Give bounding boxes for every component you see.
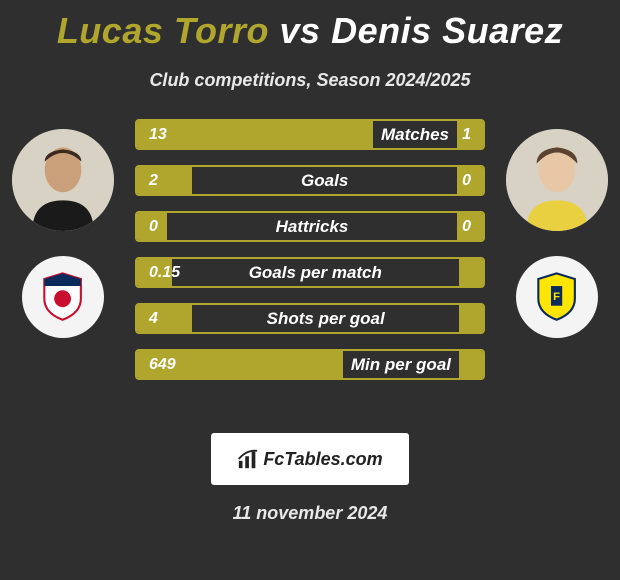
footer-date: 11 november 2024 xyxy=(0,503,620,524)
stat-label: Shots per goal xyxy=(192,305,459,332)
left-player-column xyxy=(8,129,118,338)
stat-left-value: 2 xyxy=(149,172,158,190)
player1-avatar xyxy=(12,129,114,231)
stat-right-fill xyxy=(459,305,483,332)
comparison-area: F 13Matches12Goals00Hattricks00.15Goals … xyxy=(0,131,620,411)
stat-left-value: 0 xyxy=(149,218,158,236)
player2-name: Denis Suarez xyxy=(331,10,563,51)
stat-label: Goals per match xyxy=(172,259,459,286)
page-title: Lucas Torro vs Denis Suarez xyxy=(0,0,620,52)
subtitle: Club competitions, Season 2024/2025 xyxy=(0,70,620,91)
player2-avatar xyxy=(506,129,608,231)
person-icon xyxy=(12,129,114,231)
person-icon xyxy=(506,129,608,231)
stat-right-value: 1 xyxy=(462,126,471,144)
stat-label: Goals xyxy=(192,167,457,194)
comparison-infographic: Lucas Torro vs Denis Suarez Club competi… xyxy=(0,0,620,524)
stat-label: Hattricks xyxy=(167,213,457,240)
stat-label: Min per goal xyxy=(343,351,459,378)
svg-text:F: F xyxy=(554,292,561,304)
stats-list: 13 Matches 1 2 Goals 0 0 Hattricks 0 0.15Goals pe… xyxy=(135,119,485,380)
right-player-column: F xyxy=(502,129,612,338)
stat-left-value: 13 xyxy=(149,126,167,144)
stat-right-fill: 0 xyxy=(457,213,483,240)
shield-icon: F xyxy=(532,272,581,321)
stat-label: Matches xyxy=(373,121,457,148)
stat-left-fill: 13 xyxy=(137,121,373,148)
stat-left-fill: 4 xyxy=(137,305,192,332)
stat-row: 0.15Goals per match xyxy=(135,257,485,288)
stat-row: 2 Goals 0 xyxy=(135,165,485,196)
stat-left-fill: 0.15 xyxy=(137,259,172,286)
stat-left-value: 4 xyxy=(149,310,158,328)
stat-left-value: 649 xyxy=(149,356,176,374)
stat-left-fill: 0 xyxy=(137,213,167,240)
stat-right-fill: 1 xyxy=(457,121,483,148)
brand-text: FcTables.com xyxy=(263,449,382,470)
stat-row: 13 Matches 1 xyxy=(135,119,485,150)
chart-icon xyxy=(237,448,259,470)
shield-icon xyxy=(38,272,87,321)
stat-right-value: 0 xyxy=(462,218,471,236)
stat-right-fill xyxy=(459,259,483,286)
stat-left-fill: 649 xyxy=(137,351,343,378)
stat-right-value: 0 xyxy=(462,172,471,190)
stat-row: 4 Shots per goal xyxy=(135,303,485,334)
player1-club-badge xyxy=(22,256,104,338)
stat-right-fill xyxy=(459,351,483,378)
stat-right-fill: 0 xyxy=(457,167,483,194)
brand-badge: FcTables.com xyxy=(211,433,409,485)
stat-row: 0 Hattricks 0 xyxy=(135,211,485,242)
player1-name: Lucas Torro xyxy=(57,10,269,51)
stat-row: 649 Min per goal xyxy=(135,349,485,380)
player2-club-badge: F xyxy=(516,256,598,338)
vs-text: vs xyxy=(280,10,321,51)
stat-left-fill: 2 xyxy=(137,167,192,194)
